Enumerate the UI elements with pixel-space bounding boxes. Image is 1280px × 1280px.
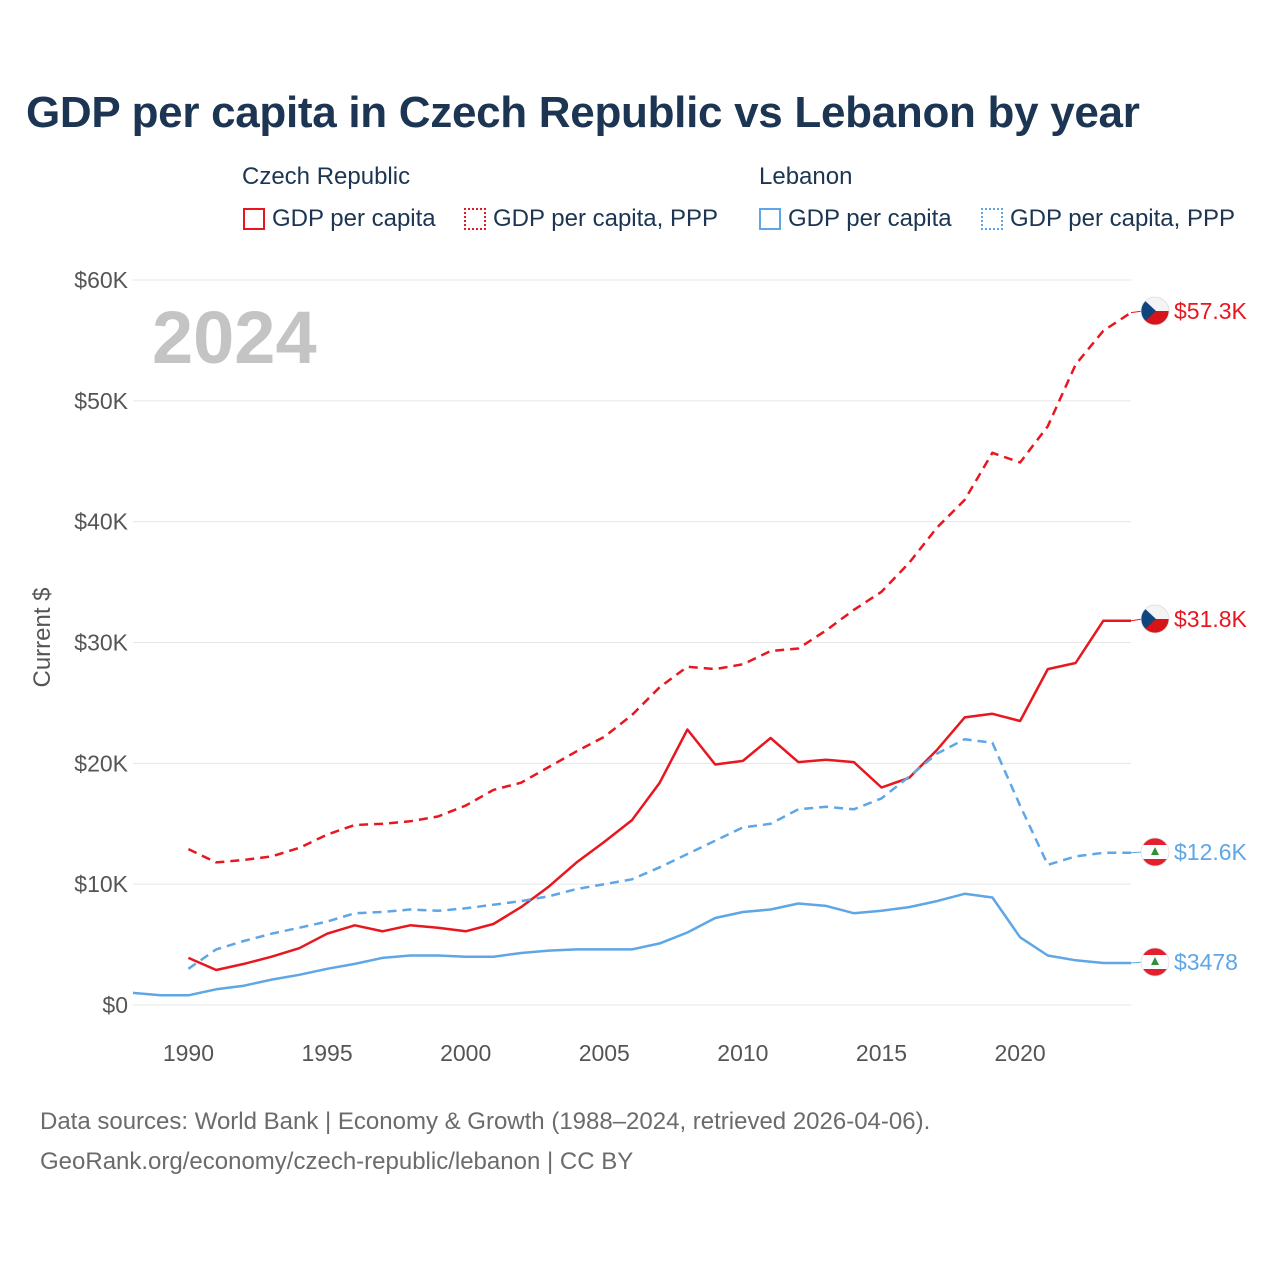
legend-item-lebanon-gdp[interactable]: GDP per capita xyxy=(759,204,952,234)
flag-body xyxy=(1141,605,1169,633)
flag-cedar xyxy=(1151,847,1159,855)
legend-swatch-dotted-icon xyxy=(464,208,486,230)
legend-label: GDP per capita xyxy=(272,205,436,232)
flag-outline xyxy=(1140,837,1170,867)
czech-flag-icon xyxy=(1140,604,1170,634)
x-tick-label: 2020 xyxy=(995,1040,1046,1066)
y-axis-label: Current $ xyxy=(29,587,56,687)
y-tick-label: $60K xyxy=(74,267,128,293)
y-tick-label: $30K xyxy=(74,630,128,656)
flag-outline xyxy=(1140,604,1170,634)
footer-attribution[interactable]: GeoRank.org/economy/czech-republic/leban… xyxy=(40,1148,634,1175)
legend-group-czech-republic: Czech Republic xyxy=(242,163,411,190)
legend-label: GDP per capita, PPP xyxy=(493,205,718,232)
y-tick-label: $10K xyxy=(74,871,128,897)
flag-body xyxy=(1141,838,1169,866)
flag-red-band xyxy=(1141,859,1169,866)
lebanon-flag-icon xyxy=(1140,837,1170,867)
footer-sources: Data sources: World Bank | Economy & Gro… xyxy=(40,1108,931,1135)
legend-swatch-solid-icon xyxy=(243,208,265,230)
legend-group-lebanon: Lebanon xyxy=(759,163,853,190)
lebanon-series-line-gdp xyxy=(132,892,1131,997)
x-tick-label: 1995 xyxy=(301,1040,352,1066)
flag-red-band xyxy=(1141,948,1169,955)
x-tick-label: 2000 xyxy=(440,1040,491,1066)
legend-item-czech-gdp[interactable]: GDP per capita xyxy=(243,204,436,234)
y-tick-label: $20K xyxy=(74,750,128,776)
czech-series-line-gdp xyxy=(187,619,1131,972)
end-value-label: $3478 xyxy=(1174,949,1238,975)
flag-outline xyxy=(1140,296,1170,326)
y-tick-label: $0 xyxy=(102,992,128,1018)
legend-swatch-solid-icon xyxy=(759,208,781,230)
end-value-label: $12.6K xyxy=(1174,839,1248,865)
end-value-label: $31.8K xyxy=(1174,606,1248,632)
flag-blue-triangle xyxy=(1141,605,1156,633)
lebanon-series-line-ppp xyxy=(187,737,1131,970)
flag-red-band xyxy=(1141,969,1169,976)
y-tick-label: $40K xyxy=(74,509,128,535)
x-tick-label: 2005 xyxy=(579,1040,630,1066)
chart-title: GDP per capita in Czech Republic vs Leba… xyxy=(26,88,1140,137)
y-tick-label: $50K xyxy=(74,388,128,414)
legend-item-lebanon-gdp-ppp[interactable]: GDP per capita, PPP xyxy=(981,204,1235,234)
x-tick-label: 2010 xyxy=(717,1040,768,1066)
flag-red-band xyxy=(1141,838,1169,845)
x-tick-label: 1990 xyxy=(163,1040,214,1066)
year-watermark: 2024 xyxy=(152,296,317,379)
lebanon-flag-icon xyxy=(1140,947,1170,977)
flag-cedar xyxy=(1151,957,1159,965)
flag-outline xyxy=(1140,947,1170,977)
legend-swatch-dotted-icon xyxy=(981,208,1003,230)
flag-body xyxy=(1141,948,1169,976)
end-value-label: $57.3K xyxy=(1174,298,1248,324)
legend-label: GDP per capita xyxy=(788,205,952,232)
czech-series-line-ppp xyxy=(187,311,1132,864)
x-tick-label: 2015 xyxy=(856,1040,907,1066)
flag-blue-triangle xyxy=(1141,297,1156,325)
flag-body xyxy=(1141,297,1169,325)
czech-flag-icon xyxy=(1140,296,1170,326)
legend-item-czech-gdp-ppp[interactable]: GDP per capita, PPP xyxy=(464,204,718,234)
legend-label: GDP per capita, PPP xyxy=(1010,205,1235,232)
